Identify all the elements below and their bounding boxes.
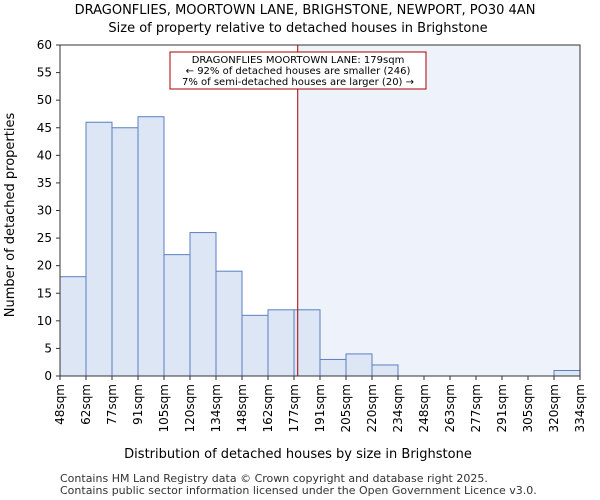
x-tick-label: 120sqm (183, 384, 197, 432)
x-tick-label: 162sqm (261, 384, 275, 432)
bar-148sqm (241, 314, 269, 377)
y-ticks-group: 0 5 10 15 20 25 30 35 40 45 50 55 60 (37, 38, 60, 383)
x-tick-label: 291sqm (495, 384, 509, 432)
bar-205sqm (345, 353, 373, 377)
annotation-line-1: DRAGONFLIES MOORTOWN LANE: 179sqm (192, 55, 405, 66)
x-tick-label: 62sqm (79, 384, 93, 425)
x-tick-label: 177sqm (287, 384, 301, 432)
bar-91sqm (137, 116, 165, 377)
y-tick-label: 20 (37, 259, 52, 273)
bar-48sqm (59, 276, 87, 377)
x-tick-label: 48sqm (53, 384, 67, 425)
plot-frame (59, 44, 581, 377)
chart-title: DRAGONFLIES, MOORTOWN LANE, BRIGHSTONE, … (75, 3, 536, 18)
y-tick-label: 50 (37, 93, 52, 107)
y-tick-label: 10 (37, 314, 52, 328)
bar-105sqm (163, 254, 191, 377)
annotation-box: DRAGONFLIES MOORTOWN LANE: 179sqm ← 92% … (169, 51, 427, 90)
x-tick-label: 320sqm (547, 384, 561, 432)
x-tick-label: 305sqm (521, 384, 535, 432)
x-tick-label: 191sqm (313, 384, 327, 432)
y-tick-label: 55 (37, 66, 52, 80)
bar-220sqm (371, 364, 399, 377)
y-tick-label: 15 (37, 286, 52, 300)
y-axis-label: Number of detached properties (3, 113, 18, 318)
y-tick-label: 60 (37, 38, 52, 52)
chart-subtitle: Size of property relative to detached ho… (108, 21, 487, 36)
y-tick-label: 35 (37, 176, 52, 190)
x-tick-label: 248sqm (417, 384, 431, 432)
x-tick-label: 148sqm (235, 384, 249, 432)
y-tick-label: 25 (37, 231, 52, 245)
y-tick-label: 0 (44, 369, 52, 383)
x-tick-label: 91sqm (131, 384, 145, 425)
y-tick-label: 5 (44, 341, 52, 355)
footer-line-1: Contains HM Land Registry data © Crown c… (60, 472, 488, 485)
x-tick-label: 220sqm (365, 384, 379, 432)
y-tick-label: 40 (37, 148, 52, 162)
x-tick-label: 334sqm (573, 384, 587, 432)
footer-line-2: Contains public sector information licen… (60, 484, 537, 497)
highlight-region (297, 45, 580, 376)
y-tick-label: 30 (37, 204, 52, 218)
bar-177sqm (293, 309, 321, 377)
bars-group (59, 116, 581, 377)
x-tick-label: 234sqm (391, 384, 405, 432)
bar-62sqm (85, 121, 113, 377)
x-tick-label: 77sqm (105, 384, 119, 425)
bar-191sqm (319, 358, 347, 377)
bar-134sqm (215, 270, 243, 377)
x-axis-label: Distribution of detached houses by size … (124, 447, 472, 462)
x-tick-label: 205sqm (339, 384, 353, 432)
bar-162sqm (267, 309, 295, 377)
bar-77sqm (111, 127, 139, 377)
x-tick-label: 277sqm (469, 384, 483, 432)
bar-120sqm (189, 232, 217, 377)
x-ticks-group: 48sqm 62sqm 77sqm 91sqm 105sqm 120sqm 134sqm 14… (53, 376, 587, 432)
y-tick-label: 45 (37, 121, 52, 135)
x-tick-label: 134sqm (209, 384, 223, 432)
x-tick-label: 105sqm (157, 384, 171, 432)
bar-320sqm (553, 369, 581, 377)
x-tick-label: 263sqm (443, 384, 457, 432)
annotation-frame (169, 51, 427, 90)
annotation-line-3: 7% of semi-detached houses are larger (2… (182, 77, 414, 88)
annotation-line-2: ← 92% of detached houses are smaller (24… (186, 66, 411, 77)
